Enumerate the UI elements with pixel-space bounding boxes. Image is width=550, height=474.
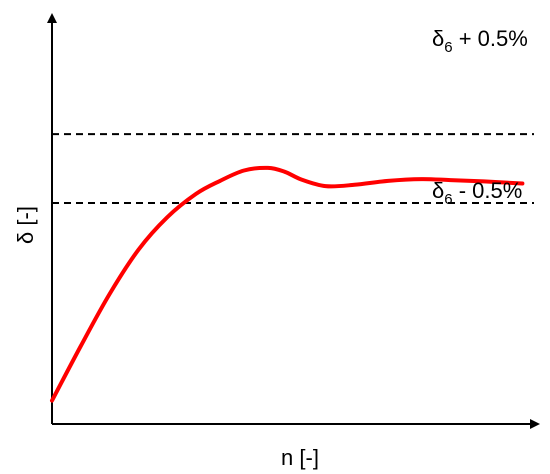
series-line	[50, 165, 525, 403]
y-axis-label: δ [-]	[13, 206, 38, 244]
upper-tolerance-label: δ6 + 0.5%	[432, 26, 528, 56]
x-axis-label: n [-]	[281, 445, 319, 470]
lower-tolerance-label: δ6 - 0.5%	[432, 178, 522, 208]
